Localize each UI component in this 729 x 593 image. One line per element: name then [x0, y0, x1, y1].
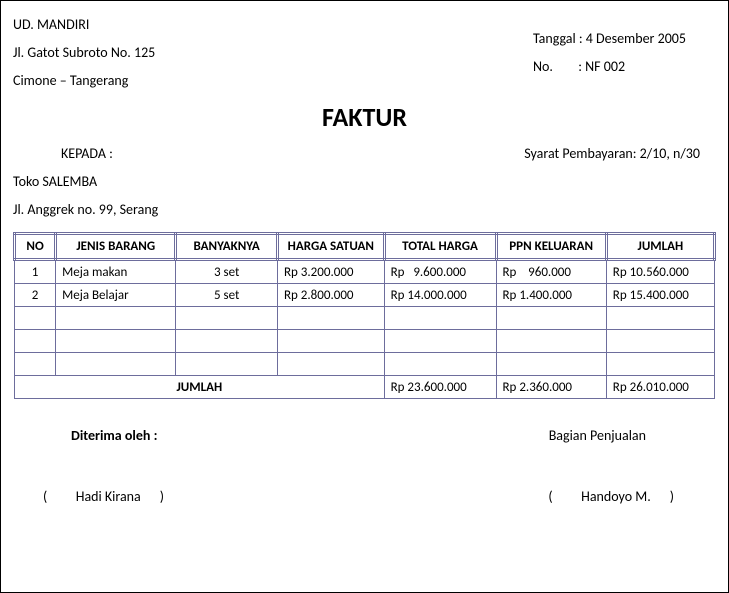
- cell-total: Rp 14.000.000: [384, 284, 496, 307]
- mid-row: KEPADA : Syarat Pembayaran: 2/10, n/30: [13, 145, 716, 162]
- col-item: JENIS BARANG: [56, 234, 176, 260]
- cell-ppn: Rp 1.400.000: [496, 284, 606, 307]
- col-no: NO: [15, 234, 56, 260]
- recipient-address: Jl. Anggrek no. 99, Serang: [13, 196, 716, 224]
- cell-qty: 5 set: [176, 284, 278, 307]
- footer-label: JUMLAH: [15, 376, 385, 399]
- cell-sum: Rp 10.560.000: [606, 260, 714, 284]
- table-row: 2 Meja Belajar 5 set Rp 2.800.000 Rp 14.…: [15, 284, 715, 307]
- table-row-empty: [15, 330, 715, 353]
- recipient-block: Toko SALEMBA Jl. Anggrek no. 99, Serang: [13, 168, 716, 224]
- table-row-empty: [15, 353, 715, 376]
- cell-total: Rp 9.600.000: [384, 260, 496, 284]
- company-name: UD. MANDIRI: [13, 11, 155, 39]
- company-address1: Jl. Gatot Subroto No. 125: [13, 39, 155, 67]
- items-table: NO JENIS BARANG BANYAKNYA HARGA SATUAN T…: [13, 232, 716, 399]
- meta-block: Tanggal : 4 Desember 2005 No. : NF 002: [533, 11, 716, 95]
- footer-total: Rp 23.600.000: [384, 376, 496, 399]
- sales-dept-label: Bagian Penjualan: [549, 427, 716, 444]
- col-total: TOTAL HARGA: [384, 234, 496, 260]
- table-header-row: NO JENIS BARANG BANYAKNYA HARGA SATUAN T…: [15, 234, 715, 260]
- cell-ppn: Rp 960.000: [496, 260, 606, 284]
- table-footer-row: JUMLAH Rp 23.600.000 Rp 2.360.000 Rp 26.…: [15, 376, 715, 399]
- signature-names: ( Hadi Kirana ) ( Handoyo M. ): [13, 488, 716, 505]
- footer-sum: Rp 26.010.000: [606, 376, 714, 399]
- header-block: UD. MANDIRI Jl. Gatot Subroto No. 125 Ci…: [13, 11, 716, 95]
- cell-no: 2: [15, 284, 56, 307]
- cell-price: Rp 3.200.000: [277, 260, 384, 284]
- receiver-name: ( Hadi Kirana ): [13, 488, 164, 505]
- signature-labels: Diterima oleh : Bagian Penjualan: [13, 427, 716, 444]
- company-address2: Cimone – Tangerang: [13, 67, 155, 95]
- invoice-page: UD. MANDIRI Jl. Gatot Subroto No. 125 Ci…: [0, 0, 729, 593]
- col-ppn: PPN KELUARAN: [496, 234, 606, 260]
- cell-sum: Rp 15.400.000: [606, 284, 714, 307]
- footer-ppn: Rp 2.360.000: [496, 376, 606, 399]
- cell-item: Meja makan: [56, 260, 176, 284]
- to-label: KEPADA :: [13, 145, 113, 162]
- cell-qty: 3 set: [176, 260, 278, 284]
- col-price: HARGA SATUAN: [277, 234, 384, 260]
- cell-no: 1: [15, 260, 56, 284]
- cell-price: Rp 2.800.000: [277, 284, 384, 307]
- table-row: 1 Meja makan 3 set Rp 3.200.000 Rp 9.600…: [15, 260, 715, 284]
- received-by-label: Diterima oleh :: [71, 427, 157, 444]
- cell-item: Meja Belajar: [56, 284, 176, 307]
- col-qty: BANYAKNYA: [176, 234, 278, 260]
- col-sum: JUMLAH: [606, 234, 714, 260]
- document-title: FAKTUR: [13, 101, 716, 133]
- invoice-date: Tanggal : 4 Desember 2005: [533, 25, 686, 53]
- recipient-name: Toko SALEMBA: [13, 168, 716, 196]
- table-row-empty: [15, 307, 715, 330]
- sales-name: ( Handoyo M. ): [548, 488, 716, 505]
- payment-terms: Syarat Pembayaran: 2/10, n/30: [524, 145, 716, 162]
- invoice-number: No. : NF 002: [533, 53, 686, 81]
- company-block: UD. MANDIRI Jl. Gatot Subroto No. 125 Ci…: [13, 11, 155, 95]
